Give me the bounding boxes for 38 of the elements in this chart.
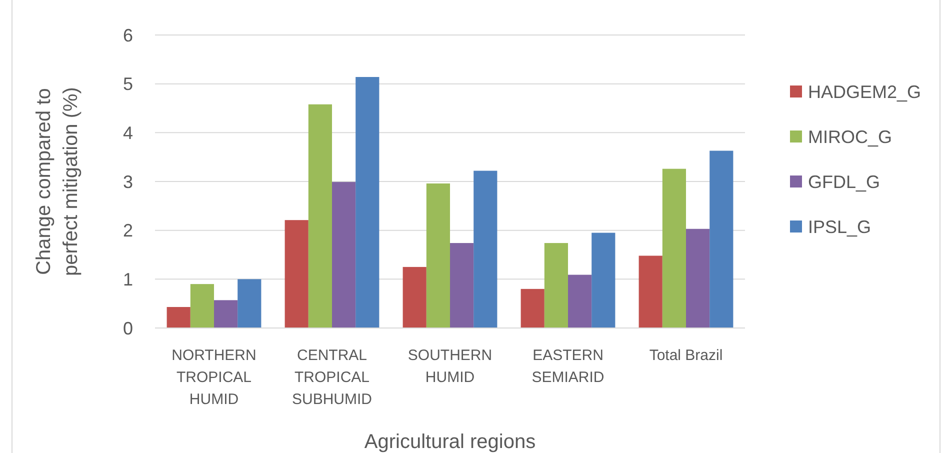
x-tick-label: EASTERN SEMIARID xyxy=(532,347,604,386)
bar xyxy=(686,228,710,328)
bar xyxy=(402,266,426,328)
y-axis-title: Change compared to perfect mitigation (%) xyxy=(33,87,82,276)
bar xyxy=(284,220,308,328)
legend-label: HADGEM2_G xyxy=(808,82,922,102)
legend-label: IPSL_G xyxy=(808,216,872,237)
y-tick-label: 1 xyxy=(122,269,133,290)
x-tick-label: CENTRAL TROPICAL SUBHUMID xyxy=(292,347,372,408)
bar xyxy=(474,170,498,328)
bar xyxy=(592,232,616,328)
bar xyxy=(568,274,592,328)
y-tick-label: 2 xyxy=(122,220,133,241)
bar xyxy=(544,243,568,328)
bar xyxy=(520,288,544,328)
bar xyxy=(332,182,356,328)
y-tick-label: 5 xyxy=(122,74,133,94)
x-axis-title: Agricultural regions xyxy=(364,431,536,453)
x-tick-label: Total Brazil xyxy=(649,347,723,364)
bar xyxy=(638,256,662,328)
bar xyxy=(308,104,332,328)
bar xyxy=(450,243,474,328)
legend-label: GFDL_G xyxy=(808,172,880,192)
y-tick-label: 3 xyxy=(122,172,133,192)
bar xyxy=(710,150,734,328)
bar xyxy=(356,76,380,328)
x-tick-label: NORTHERN TROPICAL HUMID xyxy=(172,347,256,408)
bar xyxy=(238,279,262,328)
y-tick-label: 6 xyxy=(122,25,133,46)
bar xyxy=(426,183,450,328)
bar xyxy=(662,168,686,328)
x-tick-label: SOUTHERN HUMID xyxy=(408,347,492,386)
bar xyxy=(214,300,238,328)
bar xyxy=(166,307,190,328)
bar xyxy=(190,284,214,328)
y-tick-label: 0 xyxy=(122,318,133,338)
y-tick-label: 4 xyxy=(122,122,133,143)
legend-label: MIROC_G xyxy=(808,126,892,147)
